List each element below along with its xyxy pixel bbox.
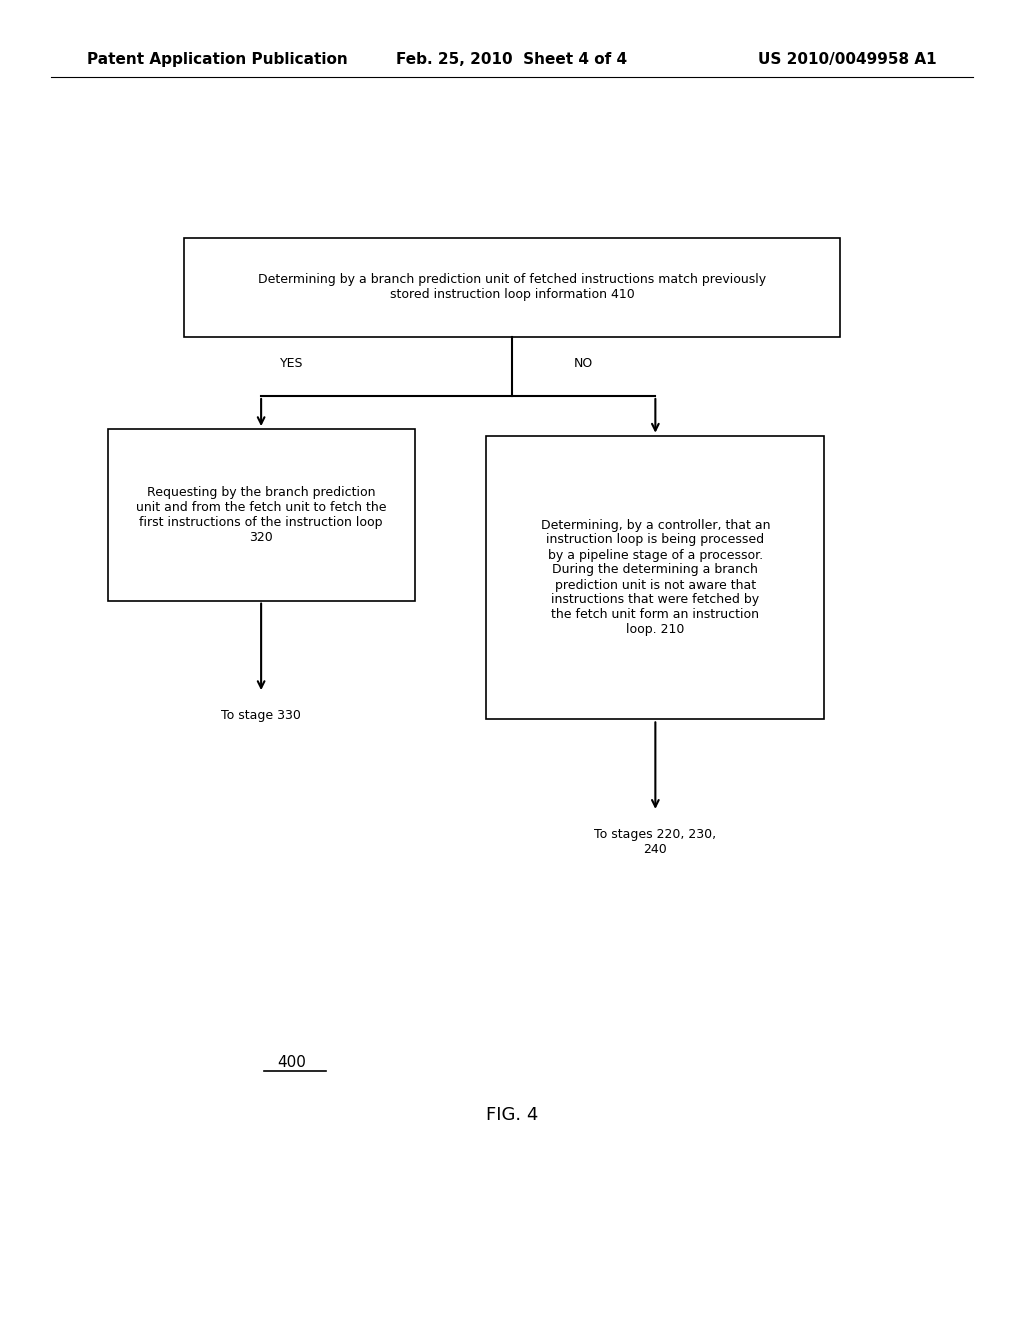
Text: Feb. 25, 2010  Sheet 4 of 4: Feb. 25, 2010 Sheet 4 of 4 xyxy=(396,51,628,67)
Text: Patent Application Publication: Patent Application Publication xyxy=(87,51,348,67)
FancyBboxPatch shape xyxy=(486,436,824,719)
Text: Determining by a branch prediction unit of fetched instructions match previously: Determining by a branch prediction unit … xyxy=(258,273,766,301)
Text: FIG. 4: FIG. 4 xyxy=(485,1106,539,1125)
Text: YES: YES xyxy=(281,356,303,370)
Text: Determining, by a controller, that an
instruction loop is being processed
by a p: Determining, by a controller, that an in… xyxy=(541,519,770,636)
Text: 400: 400 xyxy=(278,1055,306,1071)
Text: US 2010/0049958 A1: US 2010/0049958 A1 xyxy=(759,51,937,67)
FancyBboxPatch shape xyxy=(184,238,840,337)
Text: NO: NO xyxy=(574,356,593,370)
Text: To stage 330: To stage 330 xyxy=(221,709,301,722)
FancyBboxPatch shape xyxy=(108,429,415,601)
Text: To stages 220, 230,
240: To stages 220, 230, 240 xyxy=(594,828,717,855)
Text: Requesting by the branch prediction
unit and from the fetch unit to fetch the
fi: Requesting by the branch prediction unit… xyxy=(136,486,386,544)
